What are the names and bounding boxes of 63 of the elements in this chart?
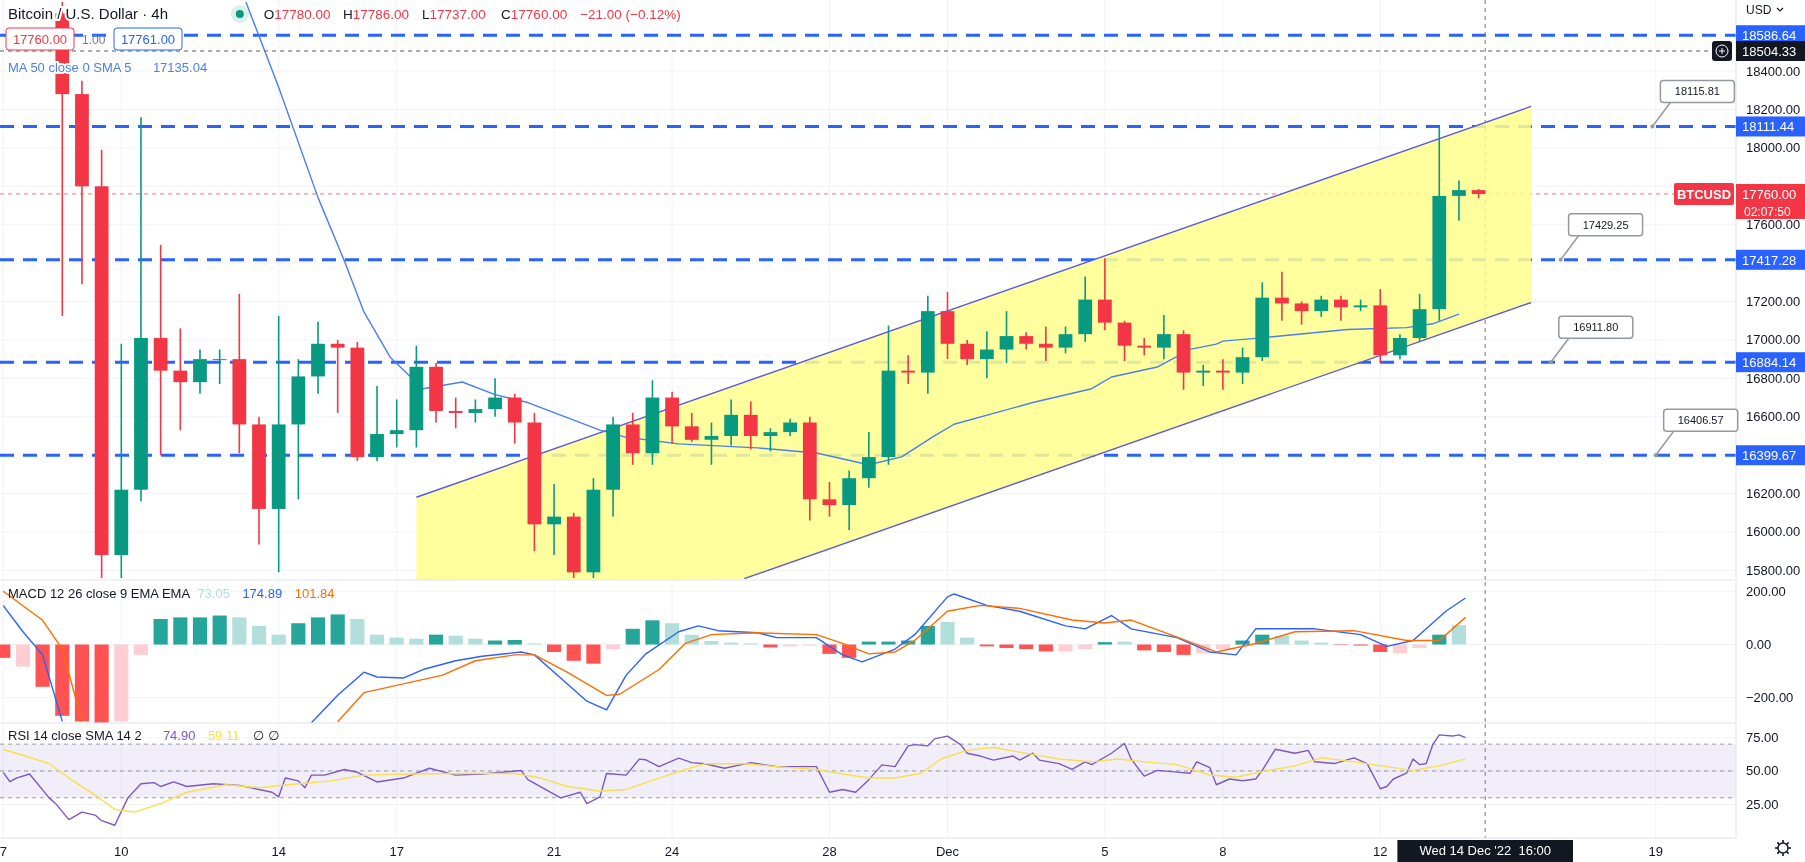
y-tick-label: 16000.00 bbox=[1746, 524, 1801, 540]
chart-title: MACD 12 26 close 9 EMA EMA bbox=[8, 586, 191, 601]
x-tick-label: 10 bbox=[114, 844, 129, 859]
annotation: 16406.57 bbox=[1677, 414, 1724, 427]
annotation: 17760.00 bbox=[12, 32, 68, 47]
ref-line-label: 17417.28 bbox=[1742, 252, 1797, 268]
x-tick-label: 24 bbox=[664, 844, 680, 859]
ref-line-label: 17760.00 bbox=[1742, 186, 1797, 202]
chart-title: Bitcoin / U.S. Dollar · 4h bbox=[8, 5, 169, 22]
chart-title: RSI 14 close SMA 14 2 bbox=[8, 728, 142, 743]
x-tick-label: 5 bbox=[1101, 844, 1109, 859]
annotation: O17780.00 bbox=[263, 7, 331, 22]
y-tick-label: 17000.00 bbox=[1746, 332, 1801, 348]
ref-line-label: 18111.44 bbox=[1742, 119, 1795, 135]
x-tick-label: 21 bbox=[546, 844, 562, 859]
y-tick-label: −200.00 bbox=[1746, 690, 1794, 706]
y-tick-label: 75.00 bbox=[1746, 729, 1779, 745]
annotation: 101.84 bbox=[294, 586, 335, 601]
x-tick-label: 28 bbox=[822, 844, 837, 859]
ref-line-label: 16399.67 bbox=[1742, 448, 1797, 464]
x-tick-label: 19 bbox=[1648, 844, 1663, 859]
annotation: 17761.00 bbox=[120, 32, 176, 47]
ref-line-label: 18586.64 bbox=[1742, 28, 1797, 44]
y-tick-label: 16600.00 bbox=[1746, 409, 1801, 425]
y-tick-label: 17200.00 bbox=[1746, 294, 1801, 310]
y-tick-label: 15800.00 bbox=[1746, 562, 1801, 578]
x-tick-label: 7 bbox=[0, 844, 7, 859]
x-tick-label: 17 bbox=[389, 844, 404, 859]
y-tick-label: 16200.00 bbox=[1746, 486, 1801, 502]
annotation: C17760.00 bbox=[501, 7, 568, 22]
annotation: BTCUSD bbox=[1676, 186, 1732, 202]
annotation: 74.90 bbox=[162, 728, 196, 743]
ref-line-label: Wed 14 Dec '22 16:00 bbox=[1419, 843, 1551, 858]
annotation: 174.89 bbox=[242, 586, 283, 601]
y-tick-label: 16800.00 bbox=[1746, 370, 1801, 386]
y-tick-label: 0.00 bbox=[1746, 637, 1772, 653]
annotation: 1.00 bbox=[82, 33, 106, 47]
y-tick-label: 50.00 bbox=[1746, 763, 1779, 779]
annotation: 18115.81 bbox=[1674, 85, 1720, 98]
y-tick-label: 18400.00 bbox=[1746, 63, 1801, 79]
annotation: 16911.80 bbox=[1573, 321, 1619, 334]
annotation: 17135.04 bbox=[152, 60, 208, 75]
annotation: 17429.25 bbox=[1582, 218, 1629, 231]
annotation: ∅ bbox=[252, 728, 265, 743]
ref-line-label: 18504.33 bbox=[1742, 44, 1797, 60]
ref-line-label: 16884.14 bbox=[1742, 355, 1797, 371]
y-tick-label: 200.00 bbox=[1746, 583, 1786, 599]
y-tick-label: 17600.00 bbox=[1746, 217, 1801, 233]
x-tick-label: 12 bbox=[1373, 844, 1388, 859]
y-tick-label: 25.00 bbox=[1746, 796, 1779, 812]
x-tick-label: 14 bbox=[271, 844, 286, 859]
annotation: 59.11 bbox=[207, 728, 240, 743]
y-axis-title: USD bbox=[1746, 3, 1772, 17]
text: 02:07:50 bbox=[1744, 204, 1792, 219]
annotation: H17786.00 bbox=[342, 7, 409, 22]
x-tick-label: 8 bbox=[1219, 844, 1227, 859]
annotation: ∅ bbox=[268, 728, 280, 743]
x-tick-label: Dec bbox=[935, 844, 960, 859]
annotation: −21.00 (−0.12%) bbox=[580, 7, 681, 22]
y-tick-label: 18000.00 bbox=[1746, 140, 1801, 156]
annotation: L17737.00 bbox=[422, 7, 486, 22]
y-tick-label: 18200.00 bbox=[1746, 101, 1801, 117]
annotation: 73.05 bbox=[197, 586, 230, 601]
